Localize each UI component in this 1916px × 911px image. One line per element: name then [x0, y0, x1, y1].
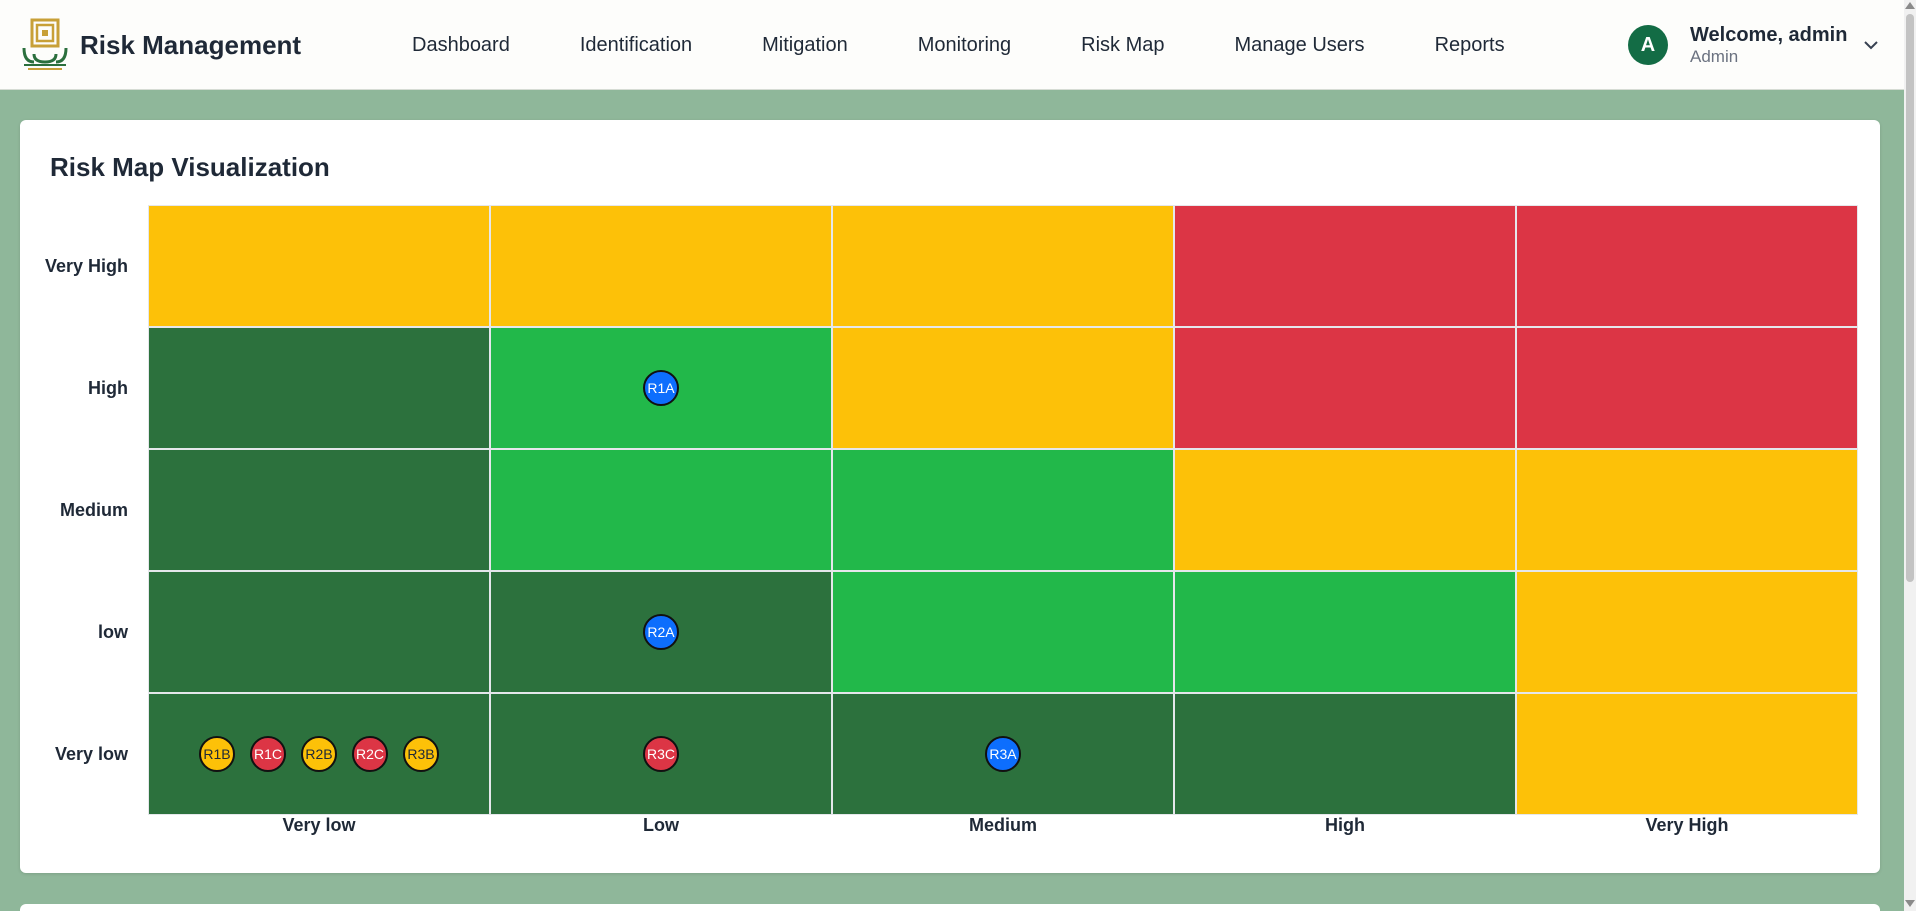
- risk-cell: R1A: [491, 328, 831, 448]
- brand[interactable]: Risk Management: [20, 18, 301, 72]
- x-axis-labels: Very low Low Medium High Very High: [148, 815, 1858, 836]
- risk-cell: R3A: [833, 694, 1173, 814]
- nav-identification[interactable]: Identification: [579, 33, 693, 56]
- scrollbar-thumb[interactable]: [1906, 14, 1914, 582]
- risk-cell: [491, 450, 831, 570]
- nav-reports[interactable]: Reports: [1434, 33, 1505, 56]
- risk-marker-group: R2A: [643, 614, 679, 650]
- y-label-low: low: [98, 621, 128, 642]
- risk-marker-r2a[interactable]: R2A: [643, 614, 679, 650]
- risk-cell: [833, 450, 1173, 570]
- risk-marker-group: R1B R1C R2B R2C R3B: [199, 736, 439, 772]
- nav-mitigation[interactable]: Mitigation: [762, 33, 848, 56]
- main-nav: Dashboard Identification Mitigation Moni…: [412, 0, 1505, 90]
- risk-cell: [149, 450, 489, 570]
- risk-cell: [1175, 328, 1515, 448]
- risk-cell: [1175, 572, 1515, 692]
- risk-cell: R1B R1C R2B R2C R3B: [149, 694, 489, 814]
- risk-cell: R2A: [491, 572, 831, 692]
- university-logo-icon: [22, 18, 68, 70]
- card-title: Risk Map Visualization: [50, 152, 330, 182]
- top-navbar: Risk Management Dashboard Identification…: [0, 0, 1904, 90]
- risk-cell: [833, 206, 1173, 326]
- risk-cell: [149, 206, 489, 326]
- y-label-high: High: [88, 377, 128, 398]
- user-info: Welcome, admin Admin: [1690, 24, 1847, 67]
- risk-cell: [149, 328, 489, 448]
- app-title: Risk Management: [80, 29, 302, 60]
- avatar[interactable]: A: [1628, 25, 1668, 66]
- scroll-up-arrow-icon[interactable]: [1905, 2, 1915, 9]
- chevron-down-icon[interactable]: [1862, 36, 1880, 54]
- nav-monitoring[interactable]: Monitoring: [917, 33, 1012, 56]
- risk-cell: [1175, 206, 1515, 326]
- user-menu[interactable]: A Welcome, admin Admin: [1628, 24, 1847, 67]
- risk-cell: [1517, 572, 1857, 692]
- risk-cell: [1175, 450, 1515, 570]
- risk-cell: [833, 328, 1173, 448]
- risk-matrix-grid: R1A R2A R1B R1C R2B R2C R3B R3C R3A: [148, 205, 1858, 815]
- risk-cell: [491, 206, 831, 326]
- risk-cell: R3C: [491, 694, 831, 814]
- risk-marker-r1a[interactable]: R1A: [643, 370, 679, 406]
- y-label-very-low: Very low: [54, 743, 128, 764]
- risk-marker-r3c[interactable]: R3C: [643, 736, 679, 772]
- user-role: Admin: [1690, 47, 1739, 66]
- risk-marker-group: R3A: [985, 736, 1021, 772]
- risk-cell: [1517, 694, 1857, 814]
- risk-marker-r1b[interactable]: R1B: [199, 736, 235, 772]
- y-label-very-high: Very High: [44, 255, 128, 276]
- risk-marker-r1c[interactable]: R1C: [250, 736, 286, 772]
- nav-risk-map[interactable]: Risk Map: [1081, 33, 1165, 56]
- risk-cell: [1175, 694, 1515, 814]
- x-label-medium: Medium: [968, 815, 1037, 835]
- nav-manage-users[interactable]: Manage Users: [1234, 33, 1365, 56]
- risk-map-card: Risk Map Visualization Very High High Me…: [20, 120, 1880, 873]
- nav-dashboard[interactable]: Dashboard: [412, 33, 510, 56]
- risk-marker-group: R1A: [643, 370, 679, 406]
- risk-marker-r2c[interactable]: R2C: [352, 736, 388, 772]
- y-label-medium: Medium: [59, 499, 128, 520]
- risk-cell: [1517, 328, 1857, 448]
- scroll-down-arrow-icon[interactable]: [1905, 900, 1915, 907]
- secondary-card: [20, 904, 1880, 911]
- risk-marker-group: R3C: [643, 736, 679, 772]
- risk-cell: [1517, 450, 1857, 570]
- risk-marker-r3b[interactable]: R3B: [403, 736, 439, 772]
- x-label-low: Low: [643, 815, 679, 835]
- risk-cell: [833, 572, 1173, 692]
- risk-cell: [1517, 206, 1857, 326]
- welcome-text: Welcome, admin: [1690, 24, 1848, 46]
- x-label-very-low: Very low: [282, 815, 356, 835]
- y-axis-labels: Very High High Medium low Very low: [20, 205, 148, 815]
- risk-marker-r3a[interactable]: R3A: [985, 736, 1021, 772]
- risk-marker-r2b[interactable]: R2B: [301, 736, 337, 772]
- risk-cell: [149, 572, 489, 692]
- x-label-very-high: Very High: [1645, 815, 1729, 835]
- x-label-high: High: [1325, 815, 1365, 835]
